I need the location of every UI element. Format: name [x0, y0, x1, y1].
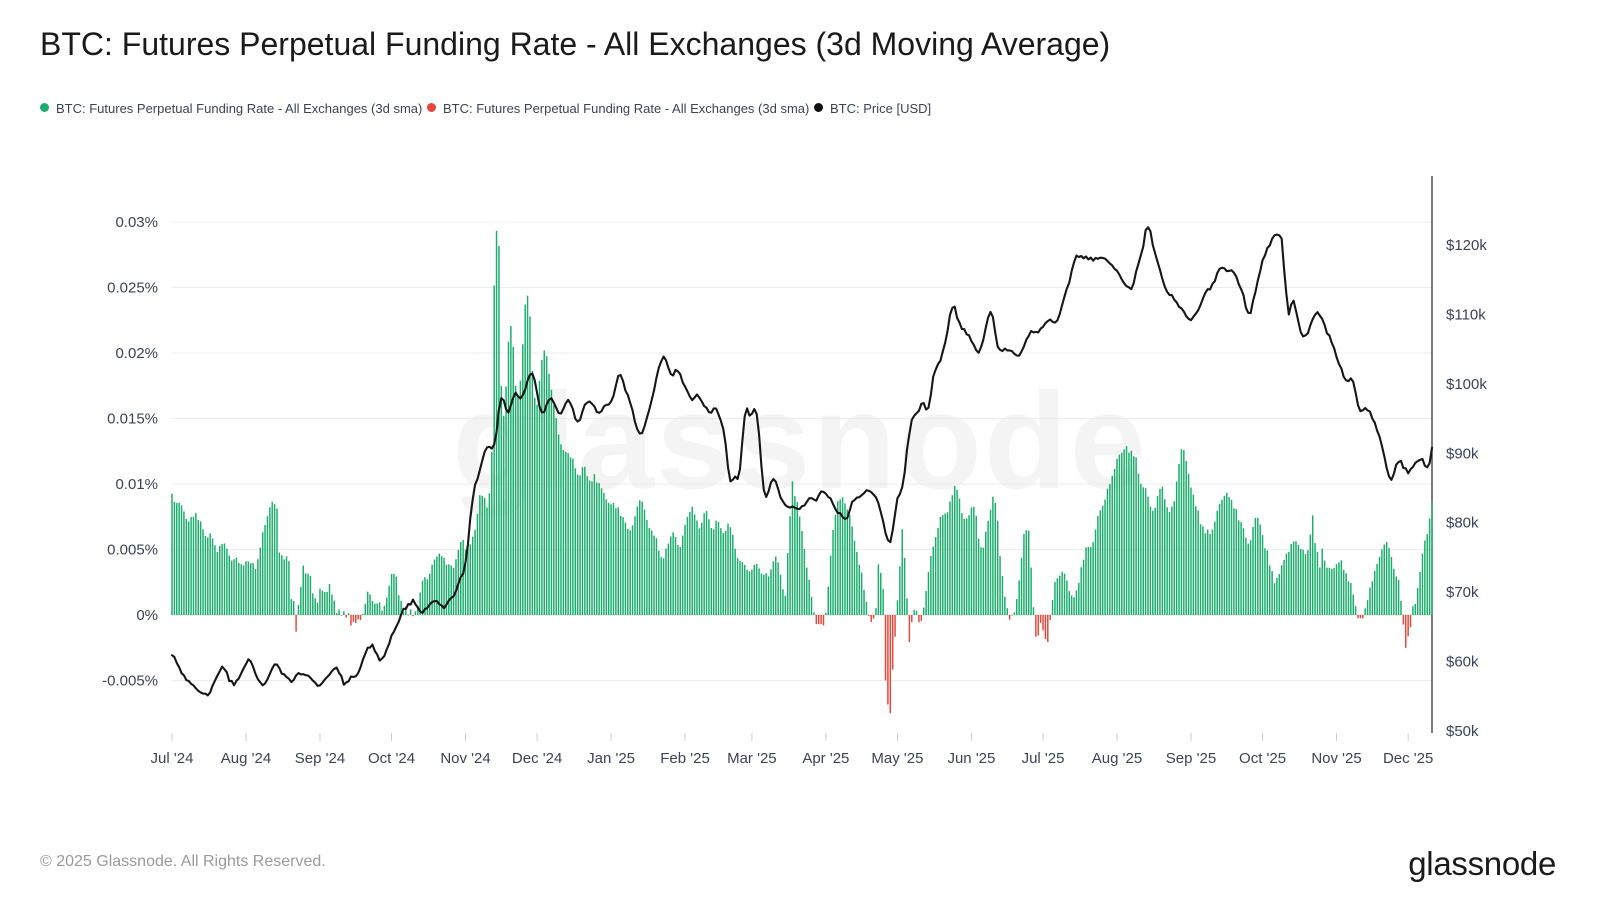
svg-text:-0.005%: -0.005% — [102, 672, 158, 689]
svg-text:Jul '24: Jul '24 — [151, 750, 194, 767]
svg-text:$50k: $50k — [1446, 723, 1479, 740]
svg-text:Jul '25: Jul '25 — [1022, 750, 1065, 767]
svg-text:Feb '25: Feb '25 — [660, 750, 710, 767]
svg-text:$70k: $70k — [1446, 584, 1479, 601]
svg-text:0.005%: 0.005% — [107, 541, 158, 558]
svg-text:0.025%: 0.025% — [107, 280, 158, 297]
svg-text:$60k: $60k — [1446, 654, 1479, 671]
svg-text:Apr '25: Apr '25 — [802, 750, 849, 767]
svg-text:Jan '25: Jan '25 — [587, 750, 635, 767]
svg-text:Dec '24: Dec '24 — [512, 750, 562, 767]
svg-text:0.01%: 0.01% — [115, 476, 158, 493]
svg-text:0%: 0% — [136, 607, 158, 624]
svg-text:Sep '25: Sep '25 — [1166, 750, 1216, 767]
svg-text:Aug '25: Aug '25 — [1092, 750, 1142, 767]
svg-text:Oct '25: Oct '25 — [1239, 750, 1286, 767]
svg-text:$100k: $100k — [1446, 376, 1487, 393]
svg-text:Nov '25: Nov '25 — [1311, 750, 1361, 767]
svg-text:Mar '25: Mar '25 — [727, 750, 777, 767]
svg-text:$120k: $120k — [1446, 237, 1487, 254]
svg-text:$80k: $80k — [1446, 515, 1479, 532]
svg-text:Sep '24: Sep '24 — [295, 750, 345, 767]
svg-text:May '25: May '25 — [871, 750, 923, 767]
svg-text:Jun '25: Jun '25 — [947, 750, 995, 767]
svg-text:Oct '24: Oct '24 — [368, 750, 415, 767]
svg-text:$90k: $90k — [1446, 445, 1479, 462]
svg-text:Dec '25: Dec '25 — [1383, 750, 1433, 767]
svg-text:Nov '24: Nov '24 — [440, 750, 490, 767]
svg-text:$110k: $110k — [1446, 306, 1486, 323]
svg-text:0.03%: 0.03% — [115, 214, 158, 231]
svg-text:0.015%: 0.015% — [107, 411, 158, 428]
svg-text:Aug '24: Aug '24 — [221, 750, 271, 767]
svg-text:0.02%: 0.02% — [115, 345, 158, 362]
